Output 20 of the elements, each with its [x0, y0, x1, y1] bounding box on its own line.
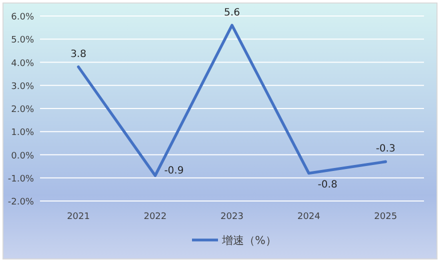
y-tick-label: 3.0% — [11, 82, 34, 92]
x-tick-label: 2023 — [220, 212, 244, 222]
x-tick-label: 2022 — [144, 212, 167, 222]
x-tick-label: 2021 — [66, 212, 90, 222]
y-tick-label: -1.0% — [8, 174, 34, 184]
data-label: 5.6 — [224, 7, 240, 18]
data-label: -0.8 — [318, 179, 338, 190]
y-tick-label: -2.0% — [8, 198, 34, 208]
y-tick-label: 0.0% — [11, 151, 34, 162]
y-tick-label: 6.0% — [11, 12, 34, 22]
data-label: -0.9 — [164, 166, 184, 177]
x-tick-label: 2024 — [297, 212, 321, 222]
y-tick-label: 5.0% — [11, 36, 34, 46]
y-tick-label: 4.0% — [11, 58, 34, 69]
data-label: 3.8 — [70, 48, 86, 60]
x-tick-label: 2025 — [374, 212, 398, 222]
y-tick-label: 2.0% — [11, 105, 34, 115]
y-tick-label: 1.0% — [11, 128, 34, 138]
data-label: -0.3 — [376, 144, 396, 155]
legend-label: 增速（%） — [221, 234, 276, 247]
